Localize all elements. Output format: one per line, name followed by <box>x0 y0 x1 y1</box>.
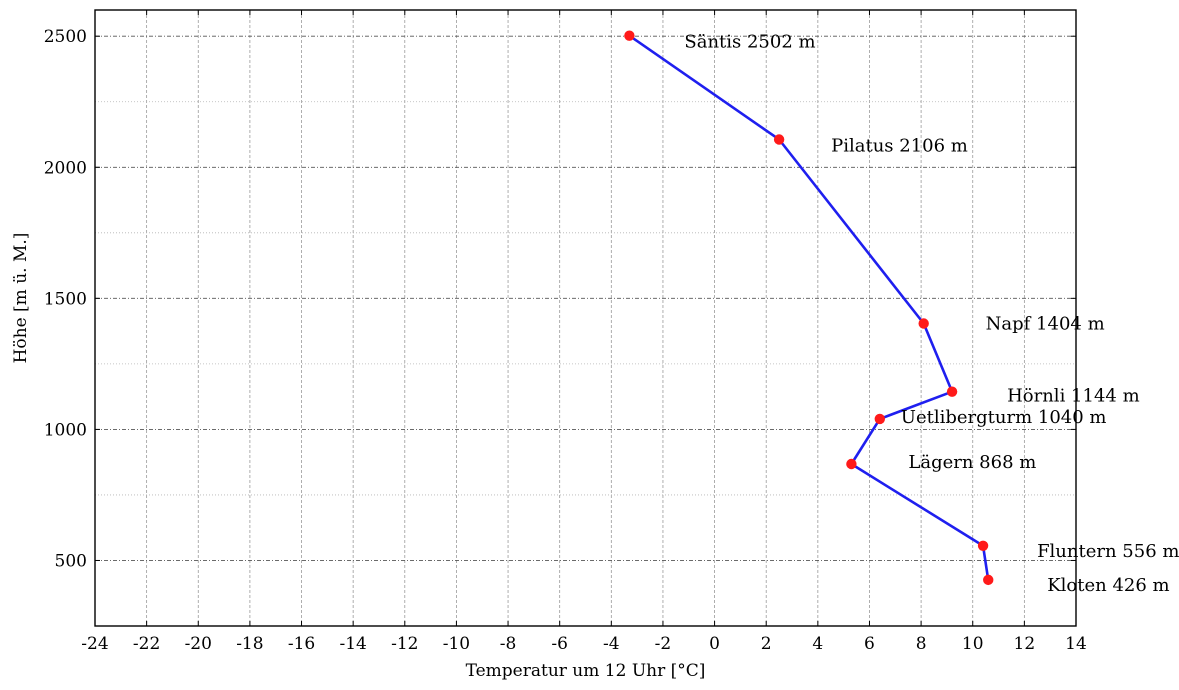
x-tick-label: -6 <box>551 634 568 654</box>
x-tick-label: -18 <box>236 634 263 654</box>
station-point <box>874 413 885 425</box>
point-label-layer: Säntis 2502 m Pilatus 2106 m Napf 1404 m Hö… <box>684 32 1179 596</box>
station-label: Fluntern 556 m <box>1037 541 1179 562</box>
x-tick-label: 0 <box>709 634 720 654</box>
station-label: Hörnli 1144 m <box>1007 386 1140 407</box>
station-point <box>918 318 929 329</box>
station-point <box>846 458 857 470</box>
x-tick-label: -14 <box>339 634 366 654</box>
station-point <box>977 540 989 551</box>
x-tick-label: -4 <box>603 634 620 654</box>
station-label: Säntis 2502 m <box>684 32 815 53</box>
plot-frame <box>94 9 1077 627</box>
x-axis-label: Temperatur um 12 Uhr [°C] <box>466 661 706 681</box>
y-tick-label: 500 <box>55 551 87 571</box>
x-tick-label: 10 <box>962 634 984 654</box>
x-tick-label: 4 <box>812 634 823 654</box>
station-point <box>946 386 958 397</box>
y-tick-label: 1500 <box>44 289 87 309</box>
station-label: Pilatus 2106 m <box>831 135 968 156</box>
station-label: Lägern 868 m <box>908 452 1036 473</box>
y-axis-label: Höhe [m ü. M.] <box>11 233 31 364</box>
x-tick-label: -16 <box>288 634 315 654</box>
x-tick-label: -10 <box>443 634 470 654</box>
grid-layer <box>95 10 1076 626</box>
temperature-profile-line <box>628 34 990 581</box>
x-tick-label: -8 <box>500 634 517 654</box>
series-layer <box>624 30 994 586</box>
station-label: Napf 1404 m <box>986 314 1105 335</box>
y-tick-label: 1000 <box>44 420 87 440</box>
station-label: Kloten 426 m <box>1047 575 1169 596</box>
x-tick-label: 8 <box>916 634 927 654</box>
station-point <box>773 134 785 145</box>
x-tick-label: -12 <box>391 634 418 654</box>
x-tick-label: 6 <box>864 634 875 654</box>
x-tick-label: -22 <box>133 634 160 654</box>
station-label: Uetlibergturm 1040 m <box>901 407 1107 428</box>
y-tick-label: 2000 <box>44 158 87 178</box>
x-tick-label: -20 <box>185 634 212 654</box>
station-point <box>624 30 635 41</box>
x-tick-label: 14 <box>1065 634 1087 654</box>
x-tick-label: -24 <box>81 634 108 654</box>
y-tick-label: 2500 <box>44 27 87 47</box>
x-tick-label: -2 <box>655 634 672 654</box>
x-tick-label: 2 <box>761 634 772 654</box>
x-tick-label: 12 <box>1014 634 1036 654</box>
station-point <box>983 574 994 586</box>
axis-layer: -24 -22 -20 -18 -16 -14 -12 -10 -8 -6 -4 -2 0 2 4 6 8 10 1… <box>44 10 1087 654</box>
